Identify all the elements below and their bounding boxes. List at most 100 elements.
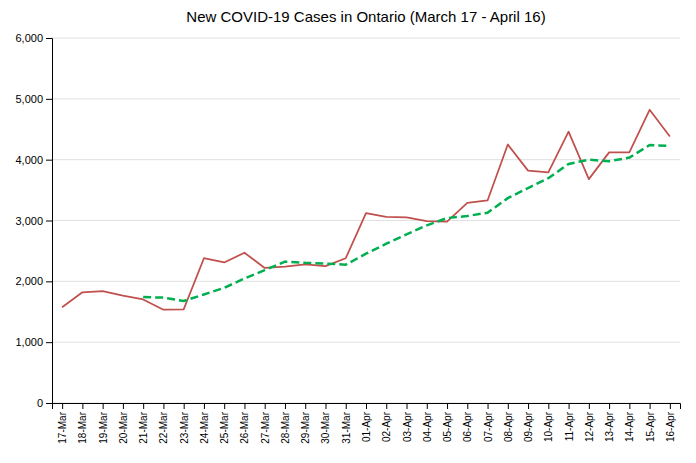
x-tick: 13-Apr (604, 403, 615, 442)
y-tick-mark (46, 342, 52, 343)
x-tick: 10-Apr (543, 403, 554, 442)
x-tick: 16-Apr (665, 403, 676, 442)
x-tick: 19-Mar (98, 403, 109, 444)
x-tick-mark (650, 403, 651, 409)
x-tick: 31-Mar (341, 403, 352, 444)
x-tick: 18-Mar (77, 403, 88, 444)
x-tick-label: 01-Apr (361, 411, 372, 442)
y-tick-mark (46, 403, 52, 404)
x-tick-label: 19-Mar (98, 411, 109, 443)
y-axis-line (46, 39, 53, 404)
x-tick-mark (447, 403, 448, 409)
x-tick-mark (123, 403, 124, 409)
y-axis: 0 1,000 2,000 3,000 4,000 5,000 6,000 (15, 32, 52, 409)
x-tick: 07-Apr (483, 403, 494, 442)
x-tick-label: 06-Apr (462, 411, 473, 442)
x-tick-mark (670, 403, 671, 409)
y-tick-label: 0 (37, 397, 43, 409)
x-tick: 23-Mar (179, 403, 190, 444)
x-tick-mark (184, 403, 185, 409)
y-tick: 6,000 (15, 32, 52, 44)
x-tick-label: 09-Apr (523, 411, 534, 442)
x-tick: 24-Mar (199, 403, 210, 444)
x-tick: 11-Apr (564, 403, 575, 441)
x-tick-mark (305, 403, 306, 409)
x-tick-mark (62, 403, 63, 409)
x-tick-mark (204, 403, 205, 409)
x-tick-label: 16-Apr (665, 411, 676, 442)
x-tick-label: 18-Mar (77, 411, 88, 443)
y-tick: 0 (37, 397, 52, 409)
x-tick-mark (609, 403, 610, 409)
series-line (62, 110, 670, 310)
x-tick-label: 30-Mar (320, 411, 331, 443)
x-tick: 08-Apr (503, 403, 514, 442)
x-tick-label: 15-Apr (645, 411, 656, 442)
x-tick-label: 29-Mar (300, 411, 311, 443)
x-tick-mark (244, 403, 245, 409)
y-tick-mark (46, 221, 52, 222)
y-tick: 3,000 (15, 215, 52, 227)
y-tick-mark (46, 281, 52, 282)
x-tick: 05-Apr (442, 403, 453, 442)
x-tick-mark (366, 403, 367, 409)
x-tick-label: 10-Apr (543, 411, 554, 442)
x-tick: 03-Apr (402, 403, 413, 442)
series-line (143, 145, 670, 301)
x-tick: 22-Mar (158, 403, 169, 444)
x-tick-label: 02-Apr (381, 411, 392, 442)
x-axis: 17-Mar 18-Mar 19-Mar 20-Mar 21-Mar 22-Mar 23-M… (53, 403, 681, 444)
x-tick-mark (285, 403, 286, 409)
x-tick-mark (325, 403, 326, 409)
x-tick-mark (589, 403, 590, 409)
x-tick-label: 24-Mar (199, 411, 210, 443)
x-tick: 09-Apr (523, 403, 534, 442)
y-tick-label: 1,000 (15, 336, 43, 348)
y-tick: 4,000 (15, 154, 52, 166)
x-tick-mark (548, 403, 549, 409)
x-tick-mark (508, 403, 509, 409)
x-tick-label: 17-Mar (57, 411, 68, 443)
x-tick-mark (569, 403, 570, 409)
x-tick-mark (386, 403, 387, 409)
y-tick-mark (46, 38, 52, 39)
x-tick: 29-Mar (300, 403, 311, 444)
x-tick: 02-Apr (381, 403, 392, 442)
x-tick-label: 11-Apr (564, 411, 575, 441)
plot: 0 1,000 2,000 3,000 4,000 5,000 6,000 17-Mar 18-… (15, 32, 680, 444)
x-tick-mark (82, 403, 83, 409)
x-tick: 01-Apr (361, 403, 372, 442)
x-tick-label: 13-Apr (604, 411, 615, 442)
x-tick: 25-Mar (219, 403, 230, 444)
x-tick-mark (488, 403, 489, 409)
x-tick-label: 14-Apr (624, 411, 635, 442)
x-tick-mark (407, 403, 408, 409)
x-tick: 28-Mar (280, 403, 291, 444)
grid (52, 38, 680, 403)
x-tick-label: 12-Apr (584, 411, 595, 442)
grid-line (52, 38, 680, 39)
y-tick-label: 2,000 (15, 275, 43, 287)
x-tick: 21-Mar (138, 403, 149, 444)
grid-line (52, 342, 680, 343)
x-tick-label: 03-Apr (402, 411, 413, 442)
x-axis-line (53, 404, 681, 410)
x-tick: 30-Mar (320, 403, 331, 444)
x-tick-mark (163, 403, 164, 409)
x-tick-mark (143, 403, 144, 409)
x-tick: 04-Apr (422, 403, 433, 442)
x-tick-mark (467, 403, 468, 409)
x-tick-label: 20-Mar (118, 411, 129, 443)
x-tick: 14-Apr (624, 403, 635, 442)
lines (62, 110, 670, 310)
y-tick-mark (46, 160, 52, 161)
x-tick-mark (346, 403, 347, 409)
x-tick-label: 04-Apr (422, 411, 433, 442)
x-tick: 20-Mar (118, 403, 129, 444)
x-tick-label: 07-Apr (483, 411, 494, 442)
y-tick: 5,000 (15, 93, 52, 105)
x-tick-label: 05-Apr (442, 411, 453, 442)
y-tick-label: 6,000 (15, 32, 43, 44)
x-tick-label: 22-Mar (158, 411, 169, 443)
x-tick: 12-Apr (584, 403, 595, 442)
